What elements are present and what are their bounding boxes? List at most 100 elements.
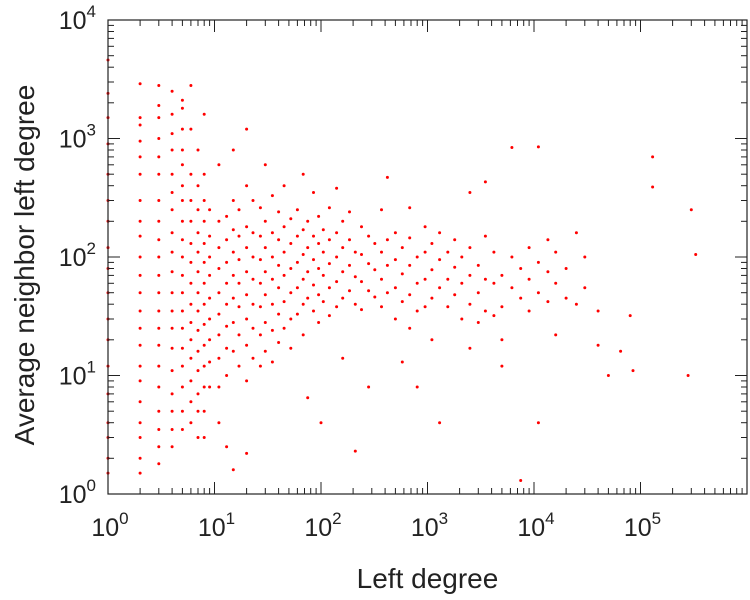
data-point: [367, 234, 371, 238]
data-point: [217, 267, 221, 270]
data-point: [527, 309, 531, 313]
data-point: [554, 281, 558, 285]
data-point: [180, 409, 184, 413]
data-point: [510, 255, 514, 259]
data-point: [306, 270, 310, 274]
data-point: [327, 286, 331, 290]
data-point: [217, 291, 221, 295]
data-point: [438, 286, 442, 290]
data-point: [606, 374, 610, 377]
data-point: [282, 326, 286, 330]
data-point: [217, 163, 221, 167]
data-point: [202, 112, 206, 116]
data-point: [251, 356, 255, 360]
data-point: [225, 445, 229, 449]
data-point: [217, 219, 221, 223]
data-point: [277, 312, 281, 316]
data-point: [483, 180, 487, 184]
data-point: [400, 300, 404, 304]
data-point: [500, 364, 504, 368]
data-point: [321, 300, 325, 304]
data-point: [189, 219, 193, 223]
data-point: [289, 346, 293, 350]
data-point: [306, 396, 310, 400]
data-point: [312, 283, 315, 287]
data-point: [408, 206, 412, 210]
data-point: [415, 255, 419, 259]
data-point: [170, 191, 174, 194]
data-point: [282, 273, 286, 277]
data-point: [295, 260, 299, 264]
data-point: [138, 234, 142, 238]
data-point: [138, 309, 142, 313]
data-point: [689, 208, 693, 212]
data-point: [415, 309, 419, 313]
data-point: [138, 291, 142, 295]
data-point: [400, 272, 404, 276]
data-point: [289, 267, 293, 270]
data-point: [208, 385, 212, 389]
data-point: [231, 199, 235, 202]
data-point: [138, 273, 142, 277]
data-point: [380, 250, 383, 254]
data-point: [180, 148, 184, 152]
data-point: [270, 194, 274, 198]
data-point: [180, 291, 184, 295]
data-point: [208, 273, 212, 277]
data-point: [289, 291, 293, 295]
data-point: [476, 263, 480, 267]
data-point: [208, 255, 212, 259]
data-point: [225, 260, 229, 264]
data-point: [170, 346, 174, 350]
data-point: [258, 333, 262, 337]
data-point: [138, 219, 142, 223]
data-point: [282, 225, 286, 229]
data-point: [157, 199, 161, 202]
data-point: [460, 255, 464, 259]
data-point: [138, 255, 142, 259]
data-point: [237, 364, 241, 368]
data-point: [321, 273, 325, 277]
data-point: [170, 369, 174, 373]
data-point: [510, 146, 514, 149]
data-point: [430, 296, 434, 300]
data-point: [237, 333, 241, 337]
data-point: [138, 139, 142, 143]
data-point: [380, 208, 383, 212]
y-tick-label: 103: [59, 121, 96, 154]
data-point: [138, 116, 142, 120]
data-point: [251, 231, 255, 235]
data-point: [170, 132, 174, 136]
data-point: [385, 175, 389, 179]
data-point: [157, 116, 161, 120]
data-point: [415, 385, 419, 389]
data-point: [289, 217, 293, 221]
data-point: [157, 309, 161, 313]
data-point: [295, 312, 299, 316]
data-point: [189, 400, 193, 404]
data-point: [208, 317, 212, 321]
data-point: [138, 379, 142, 383]
data-point: [301, 277, 305, 281]
data-point: [138, 123, 142, 127]
scatter-points: [106, 58, 698, 482]
data-point: [263, 293, 267, 297]
data-point: [138, 155, 142, 159]
data-point: [170, 231, 174, 235]
data-point: [446, 305, 450, 309]
data-point: [157, 273, 161, 277]
data-point: [277, 286, 281, 290]
data-point: [202, 385, 206, 389]
data-point: [335, 255, 339, 259]
data-point: [157, 137, 161, 140]
data-point: [270, 231, 274, 235]
data-point: [263, 321, 267, 324]
data-point: [157, 219, 161, 223]
data-point: [189, 281, 193, 285]
data-point: [564, 296, 568, 300]
data-point: [189, 321, 193, 324]
data-point: [335, 305, 339, 309]
data-point: [245, 127, 249, 131]
y-tick-label: 101: [59, 358, 96, 391]
data-point: [170, 428, 174, 431]
